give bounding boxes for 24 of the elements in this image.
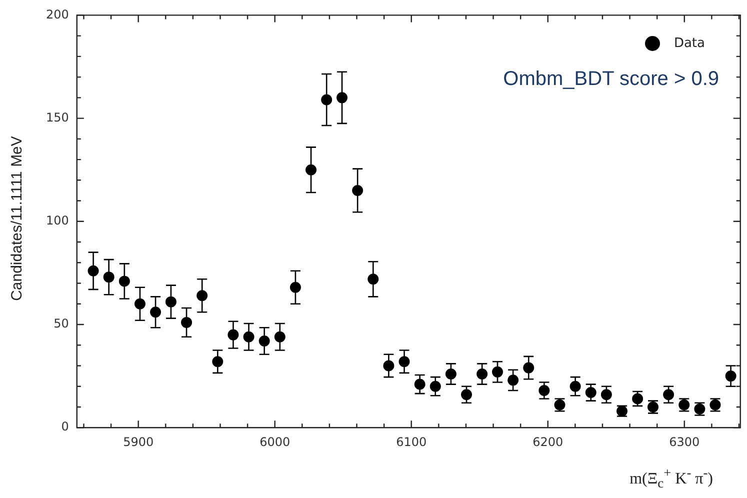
x-axis-title: m(Ξ$_{c}$$^{+}$ K$^{-}$ π$^{-}$) <box>630 465 713 492</box>
point <box>352 184 364 196</box>
y-tick-label: 50 <box>54 316 69 331</box>
point <box>492 366 503 378</box>
annotation: Ombm_BDT score > 0.9 <box>503 68 719 91</box>
x-tick-label: 6200 <box>532 434 564 449</box>
point <box>181 316 192 328</box>
point <box>336 92 348 104</box>
point <box>476 368 488 380</box>
y-tick-label: 150 <box>46 110 69 124</box>
point <box>134 298 146 310</box>
point <box>150 306 162 318</box>
y-tick-label: 0 <box>61 420 69 434</box>
x-tick-label: 6100 <box>396 434 427 449</box>
x-tick-label: 6000 <box>260 434 290 449</box>
y-tick-label: 100 <box>46 214 69 228</box>
point <box>290 282 301 293</box>
y-axis-title: Candidates/11.1111 MeV <box>8 135 26 303</box>
point <box>306 164 317 176</box>
legend-label: Data <box>674 36 705 51</box>
x-tick-label: 6300 <box>669 434 700 449</box>
y-tick-label: 200 <box>46 7 69 22</box>
point <box>445 368 456 380</box>
x-tick-label: 5900 <box>123 434 154 449</box>
